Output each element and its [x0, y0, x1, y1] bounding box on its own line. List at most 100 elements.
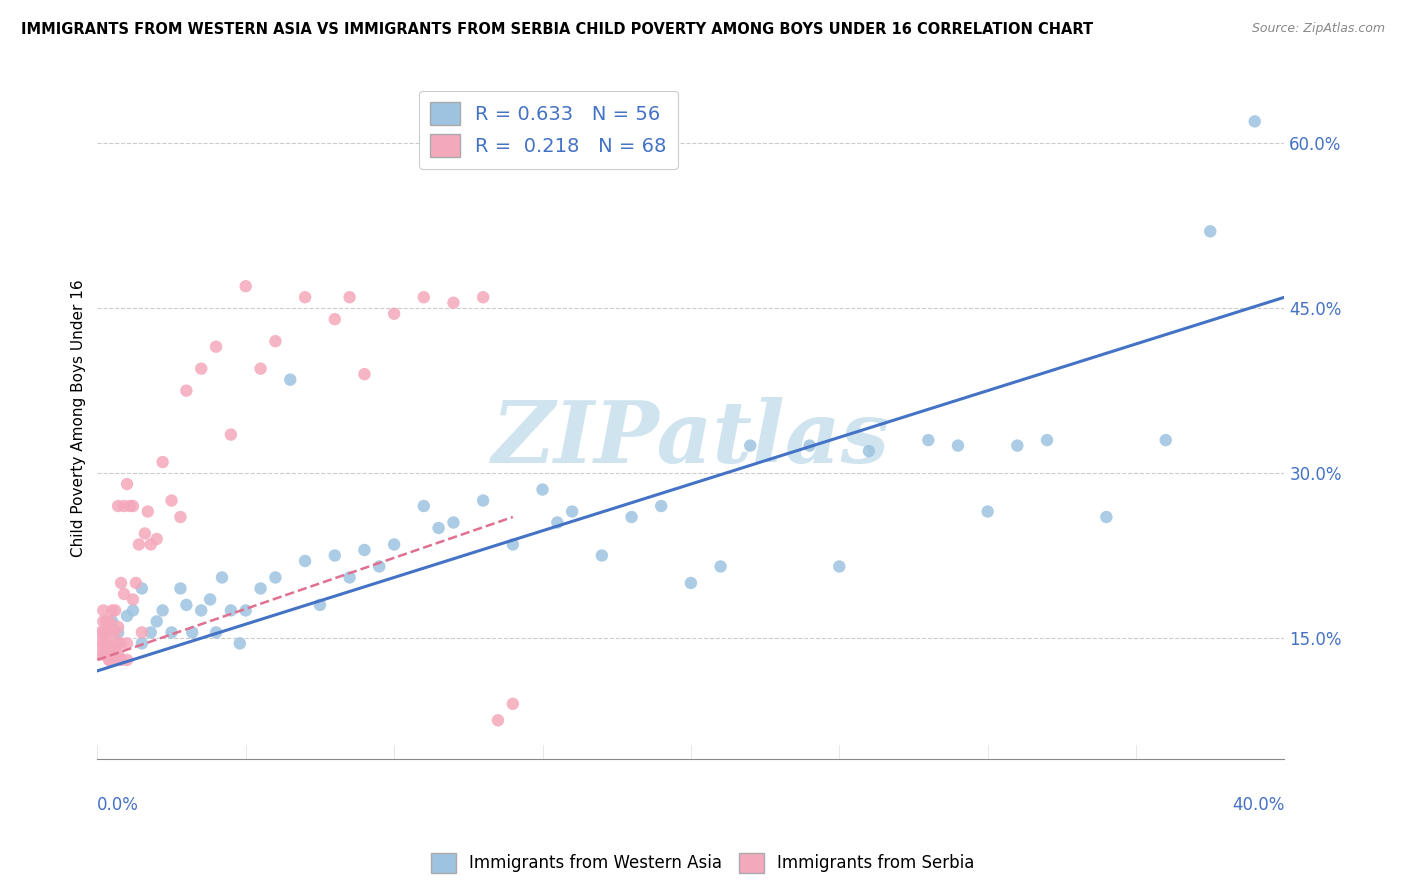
Point	[101, 620, 124, 634]
Text: IMMIGRANTS FROM WESTERN ASIA VS IMMIGRANTS FROM SERBIA CHILD POVERTY AMONG BOYS : IMMIGRANTS FROM WESTERN ASIA VS IMMIGRAN…	[21, 22, 1094, 37]
Point	[96, 625, 118, 640]
Point	[472, 290, 495, 304]
Point	[412, 290, 434, 304]
Text: 0.0%: 0.0%	[97, 797, 139, 814]
Point	[339, 290, 361, 304]
Legend: R = 0.633   N = 56, R =  0.218   N = 68: R = 0.633 N = 56, R = 0.218 N = 68	[419, 91, 678, 169]
Point	[122, 499, 145, 513]
Point	[219, 427, 242, 442]
Point	[427, 521, 450, 535]
Point	[89, 636, 111, 650]
Point	[176, 384, 198, 398]
Point	[190, 361, 212, 376]
Point	[976, 504, 998, 518]
Point	[145, 532, 167, 546]
Point	[181, 625, 204, 640]
Point	[650, 499, 672, 513]
Legend: Immigrants from Western Asia, Immigrants from Serbia: Immigrants from Western Asia, Immigrants…	[425, 847, 981, 880]
Point	[211, 570, 233, 584]
Point	[91, 648, 114, 662]
Point	[98, 641, 121, 656]
Point	[107, 499, 129, 513]
Point	[107, 620, 129, 634]
Point	[98, 653, 121, 667]
Point	[828, 559, 851, 574]
Point	[382, 537, 405, 551]
Point	[264, 570, 287, 584]
Point	[131, 636, 153, 650]
Point	[620, 510, 643, 524]
Point	[98, 615, 121, 629]
Point	[169, 510, 191, 524]
Point	[249, 361, 271, 376]
Text: Source: ZipAtlas.com: Source: ZipAtlas.com	[1251, 22, 1385, 36]
Point	[205, 625, 228, 640]
Point	[112, 499, 135, 513]
Point	[205, 340, 228, 354]
Point	[591, 549, 613, 563]
Point	[152, 455, 174, 469]
Point	[160, 625, 183, 640]
Point	[176, 598, 198, 612]
Point	[502, 697, 524, 711]
Point	[139, 537, 162, 551]
Point	[115, 608, 138, 623]
Point	[131, 625, 153, 640]
Point	[96, 648, 118, 662]
Point	[107, 636, 129, 650]
Point	[145, 615, 167, 629]
Point	[136, 504, 159, 518]
Point	[91, 615, 114, 629]
Point	[1154, 433, 1177, 447]
Point	[235, 603, 257, 617]
Point	[917, 433, 939, 447]
Point	[679, 576, 702, 591]
Point	[502, 537, 524, 551]
Point	[110, 636, 132, 650]
Point	[104, 641, 127, 656]
Point	[122, 592, 145, 607]
Point	[104, 603, 127, 617]
Point	[190, 603, 212, 617]
Point	[115, 477, 138, 491]
Point	[353, 367, 375, 381]
Point	[91, 625, 114, 640]
Point	[110, 576, 132, 591]
Point	[709, 559, 731, 574]
Point	[1095, 510, 1118, 524]
Point	[339, 570, 361, 584]
Point	[101, 603, 124, 617]
Point	[740, 439, 762, 453]
Point	[198, 592, 221, 607]
Point	[1199, 224, 1222, 238]
Point	[91, 636, 114, 650]
Point	[1007, 439, 1029, 453]
Point	[443, 516, 465, 530]
Point	[858, 444, 880, 458]
Point	[1036, 433, 1059, 447]
Point	[91, 603, 114, 617]
Point	[472, 493, 495, 508]
Point	[229, 636, 252, 650]
Point	[134, 526, 156, 541]
Point	[169, 582, 191, 596]
Y-axis label: Child Poverty Among Boys Under 16: Child Poverty Among Boys Under 16	[72, 279, 86, 557]
Point	[486, 714, 509, 728]
Point	[98, 653, 121, 667]
Point	[323, 312, 346, 326]
Point	[546, 516, 568, 530]
Point	[89, 648, 111, 662]
Point	[235, 279, 257, 293]
Point	[125, 576, 148, 591]
Point	[368, 559, 391, 574]
Point	[309, 598, 332, 612]
Point	[112, 587, 135, 601]
Point	[118, 499, 141, 513]
Point	[278, 373, 301, 387]
Point	[323, 549, 346, 563]
Point	[101, 636, 124, 650]
Point	[412, 499, 434, 513]
Point	[382, 307, 405, 321]
Point	[531, 483, 554, 497]
Point	[249, 582, 271, 596]
